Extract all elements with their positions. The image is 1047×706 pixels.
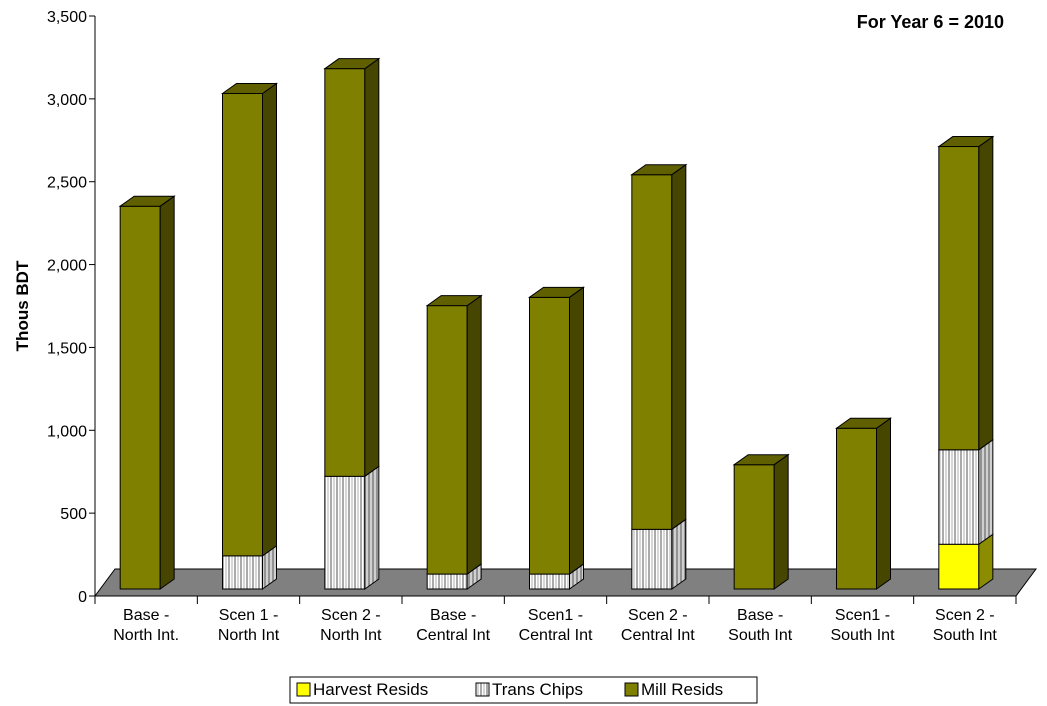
y-tick-label: 3,500 — [47, 9, 87, 26]
bar-top-0 — [118, 195, 176, 207]
bar-top-3 — [425, 295, 483, 307]
bar-side-mill-resids-4 — [569, 286, 584, 576]
bar-mill-resids-7 — [836, 427, 877, 590]
legend-label-trans-chips: Trans Chips — [492, 680, 583, 699]
x-tick-label: Base -North Int. — [113, 607, 179, 644]
x-tick-label: Scen 2 -North Int — [320, 607, 382, 644]
bar-side-mill-resids-3 — [466, 294, 482, 576]
bar-side-mill-resids-7 — [876, 417, 891, 590]
y-tick-label: 2,000 — [47, 258, 87, 275]
y-axis-ticks: 0 500 1,000 1,500 2,000 2,500 3,000 3,500 — [47, 9, 95, 606]
bar-trans-chips-5 — [631, 528, 673, 590]
bar-side-trans-chips-5 — [671, 518, 687, 590]
bar-mill-resids-5 — [631, 174, 673, 530]
year-annotation: For Year 6 = 2010 — [857, 12, 1004, 32]
bar-top-8 — [937, 136, 995, 148]
bar-mill-resids-8 — [938, 146, 980, 451]
x-tick-label: Base -South Int — [728, 607, 793, 644]
legend-box — [289, 676, 758, 704]
legend: Harvest Resids Trans Chips Mill Resids — [289, 676, 758, 704]
y-tick-label: 0 — [78, 589, 87, 606]
bar-harvest-resids-8 — [938, 543, 980, 590]
bar-mill-resids-3 — [426, 305, 468, 575]
y-tick-label: 3,000 — [47, 92, 87, 109]
bar-trans-chips-3 — [426, 573, 468, 590]
y-tick-label: 1,500 — [47, 340, 87, 357]
bar-top-5 — [630, 164, 688, 176]
x-axis-ticks: Base -North Int. Scen 1 -North Int Scen 2 … — [94, 596, 1017, 644]
bar-side-mill-resids-8 — [978, 135, 994, 451]
bar-mill-resids-1 — [222, 93, 263, 557]
bar-trans-chips-1 — [222, 555, 263, 590]
legend-label-mill-resids: Mill Resids — [641, 680, 723, 699]
bar-top-1 — [220, 83, 279, 95]
x-tick-label: Base -Central Int — [416, 607, 490, 644]
bar-side-mill-resids-6 — [773, 453, 789, 590]
bar-top-2 — [323, 58, 381, 70]
x-tick-label: Scen1 -South Int — [830, 607, 895, 644]
bar-mill-resids-2 — [324, 68, 366, 477]
bars — [118, 57, 995, 590]
x-tick-label: Scen 2 -South Int — [933, 607, 998, 644]
legend-swatch-trans-chips — [475, 682, 490, 697]
x-tick-label: Scen 2 -Central Int — [621, 607, 695, 644]
bar-side-mill-resids-1 — [262, 82, 277, 557]
bar-trans-chips-8 — [938, 449, 980, 545]
legend-label-harvest-resids: Harvest Resids — [313, 680, 428, 699]
bar-side-trans-chips-2 — [364, 465, 380, 590]
y-tick-label: 500 — [60, 506, 87, 523]
bar-mill-resids-0 — [119, 205, 161, 590]
bar-top-4 — [527, 286, 586, 298]
bar-top-7 — [834, 417, 893, 429]
x-tick-label: Scen1 -Central Int — [519, 607, 593, 644]
bar-side-trans-chips-8 — [978, 438, 994, 546]
bar-trans-chips-4 — [529, 573, 570, 590]
legend-swatch-harvest-resids — [296, 682, 311, 697]
legend-swatch-mill-resids — [624, 682, 639, 697]
bar-trans-chips-2 — [324, 475, 366, 590]
y-tick-label: 1,000 — [47, 423, 87, 440]
y-tick-label: 2,500 — [47, 175, 87, 192]
y-axis-label: Thous BDT — [13, 260, 32, 351]
bar-side-mill-resids-0 — [159, 195, 175, 590]
bar-side-mill-resids-5 — [671, 163, 687, 531]
bar-top-6 — [732, 454, 790, 466]
bar-mill-resids-4 — [529, 296, 570, 575]
x-tick-label: Scen 1 -North Int — [218, 607, 280, 644]
bar-mill-resids-6 — [733, 464, 775, 590]
bar-side-mill-resids-2 — [364, 57, 380, 478]
